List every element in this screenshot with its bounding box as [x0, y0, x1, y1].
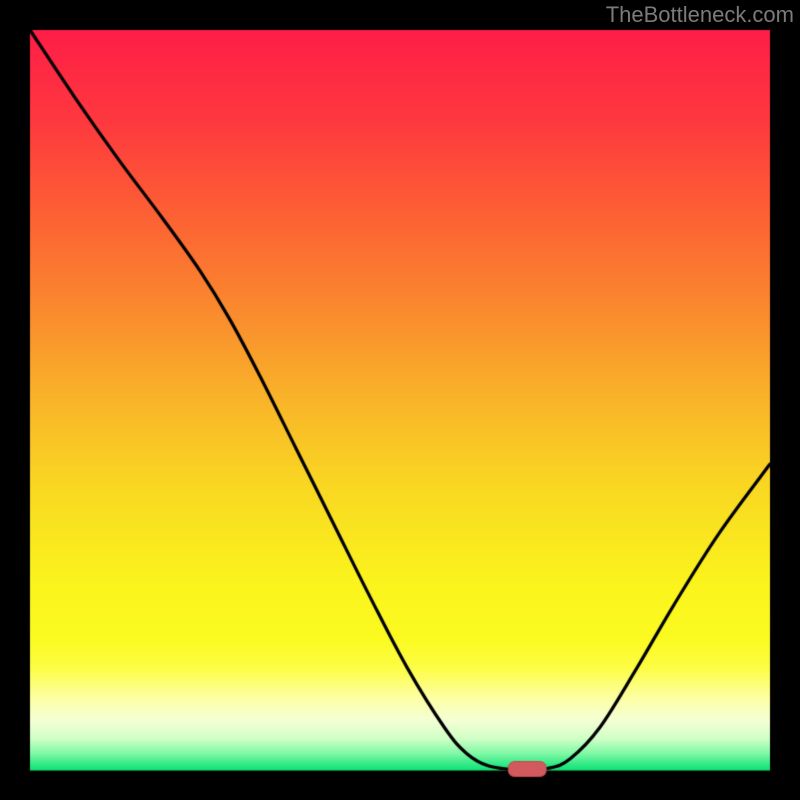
- bottleneck-chart-canvas: [0, 0, 800, 800]
- chart-container: TheBottleneck.com: [0, 0, 800, 800]
